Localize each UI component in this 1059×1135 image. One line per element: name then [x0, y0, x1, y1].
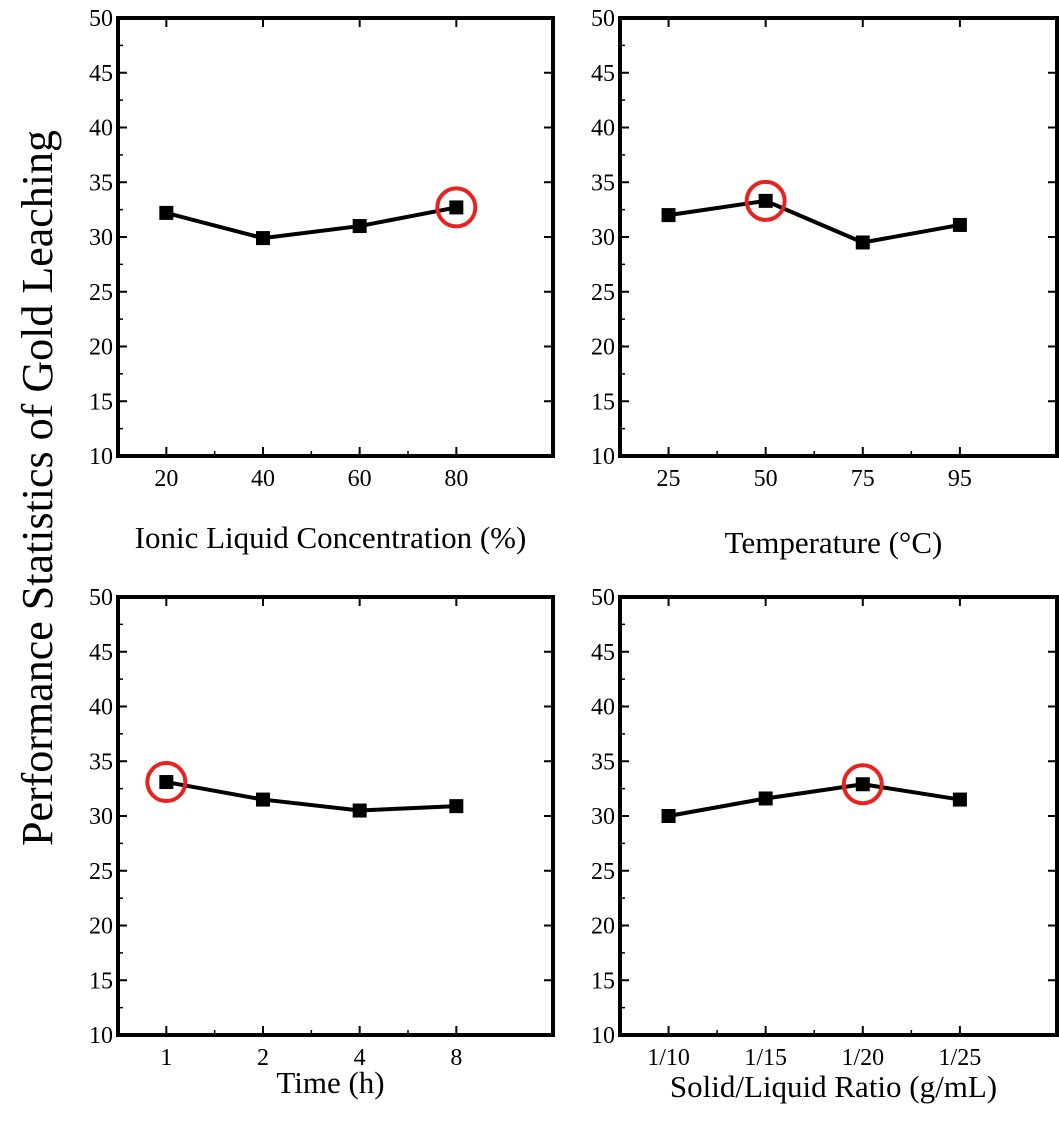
y-tick-label: 25	[591, 859, 615, 885]
y-tick-label: 50	[591, 585, 615, 611]
y-tick-label: 15	[89, 968, 113, 994]
x-tick-label: 4	[354, 1045, 366, 1071]
plot-frame	[116, 595, 555, 1037]
data-point	[661, 809, 676, 823]
chart-panel-ratio: 10 15 20 25 30 35 40 45 50 1/10 1/15 1/20 1/25Solid/…	[591, 585, 1059, 1104]
data-point	[661, 208, 676, 223]
y-tick-label: 40	[89, 116, 113, 142]
data-point	[159, 205, 174, 220]
x-axis-title: Ionic Liquid Concentration (%)	[135, 520, 527, 555]
data-point	[256, 231, 270, 246]
data-point	[758, 791, 773, 806]
y-tick-label: 30	[591, 225, 615, 251]
y-tick-label: 45	[591, 61, 615, 87]
x-tick-label: 2	[257, 1045, 269, 1071]
y-tick-label: 30	[89, 225, 113, 251]
y-tick-label: 45	[89, 61, 113, 87]
y-tick-label: 50	[89, 6, 113, 32]
data-point	[855, 777, 870, 792]
x-tick-label: 75	[851, 466, 875, 492]
chart-panel-temperature: 10 15 20 25 30 35 40 45 50 25 50 75 95 Temperature (°…	[591, 6, 1059, 560]
x-tick-label: 25	[657, 466, 681, 492]
data-point	[449, 200, 464, 215]
y-tick-label: 20	[89, 914, 113, 940]
plot-frame	[618, 595, 1059, 1037]
optimal-point-highlight-circle	[841, 763, 884, 806]
data-point	[952, 792, 967, 807]
y-tick-label: 30	[89, 804, 113, 830]
x-tick-label: 80	[444, 466, 468, 492]
data-point	[159, 775, 174, 790]
y-tick-label: 50	[89, 585, 113, 611]
y-tick-label: 10	[89, 444, 113, 470]
y-tick-label: 45	[591, 640, 615, 666]
y-tick-label: 15	[591, 968, 615, 994]
chart-panel-concentration: 10 15 20 25 30 35 40 45 50 20 40 60 80 Ionic Liquid C…	[89, 6, 555, 555]
data-point	[758, 193, 773, 208]
y-tick-label: 15	[591, 389, 615, 415]
x-tick-label: 60	[348, 466, 372, 492]
x-tick-label: 40	[251, 466, 275, 492]
optimal-point-highlight-circle	[744, 179, 787, 222]
x-tick-label: 1/15	[744, 1045, 787, 1071]
plot-frame	[618, 16, 1059, 458]
y-tick-label: 35	[89, 170, 113, 196]
x-tick-label: 1/25	[939, 1045, 982, 1071]
y-tick-label: 25	[89, 280, 113, 306]
y-tick-label: 10	[591, 1023, 615, 1049]
y-tick-label: 50	[591, 6, 615, 32]
y-tick-label: 25	[591, 280, 615, 306]
y-tick-label: 40	[591, 116, 615, 142]
y-tick-label: 35	[591, 749, 615, 775]
y-tick-label: 20	[89, 335, 113, 361]
y-tick-label: 20	[591, 335, 615, 361]
x-axis-title: Time (h)	[276, 1065, 384, 1100]
y-tick-label: 15	[89, 389, 113, 415]
panels: 10 15 20 25 30 35 40 45 50 20 40 60 80 Ionic Liquid C…	[89, 6, 1059, 1104]
x-tick-label: 1/10	[647, 1045, 690, 1071]
y-tick-label: 25	[89, 859, 113, 885]
series-line	[668, 198, 961, 245]
data-point	[352, 803, 367, 818]
series-line	[165, 205, 457, 241]
x-tick-label: 50	[754, 466, 778, 492]
y-tick-label: 35	[89, 749, 113, 775]
chart-panel-time: 10 15 20 25 30 35 40 45 50 1 2 4 8 Time (h)	[89, 585, 555, 1100]
x-tick-label: 95	[948, 466, 972, 492]
data-point	[352, 219, 367, 234]
optimal-point-highlight-circle	[435, 186, 478, 229]
data-point	[256, 792, 270, 807]
x-axis-title: Solid/Liquid Ratio (g/mL)	[670, 1069, 997, 1104]
x-tick-label: 8	[450, 1045, 462, 1071]
y-tick-label: 30	[591, 804, 615, 830]
x-tick-label: 20	[154, 466, 178, 492]
shared-y-axis-title: Performance Statistics of Gold Leaching	[13, 130, 62, 846]
y-tick-label: 35	[591, 170, 615, 196]
series-line	[165, 780, 457, 813]
optimal-point-highlight-circle	[145, 761, 188, 804]
x-axis-title: Temperature (°C)	[725, 525, 943, 560]
data-point	[855, 235, 870, 250]
y-tick-label: 10	[89, 1023, 113, 1049]
y-tick-label: 10	[591, 444, 615, 470]
y-tick-label: 20	[591, 914, 615, 940]
x-tick-label: 1	[160, 1045, 172, 1071]
series-line	[668, 782, 961, 818]
data-point	[952, 217, 967, 232]
plot-frame	[116, 16, 555, 458]
data-point	[449, 799, 464, 814]
y-tick-label: 45	[89, 640, 113, 666]
y-tick-label: 40	[89, 695, 113, 721]
y-tick-label: 40	[591, 695, 615, 721]
x-tick-label: 1/20	[841, 1045, 884, 1071]
